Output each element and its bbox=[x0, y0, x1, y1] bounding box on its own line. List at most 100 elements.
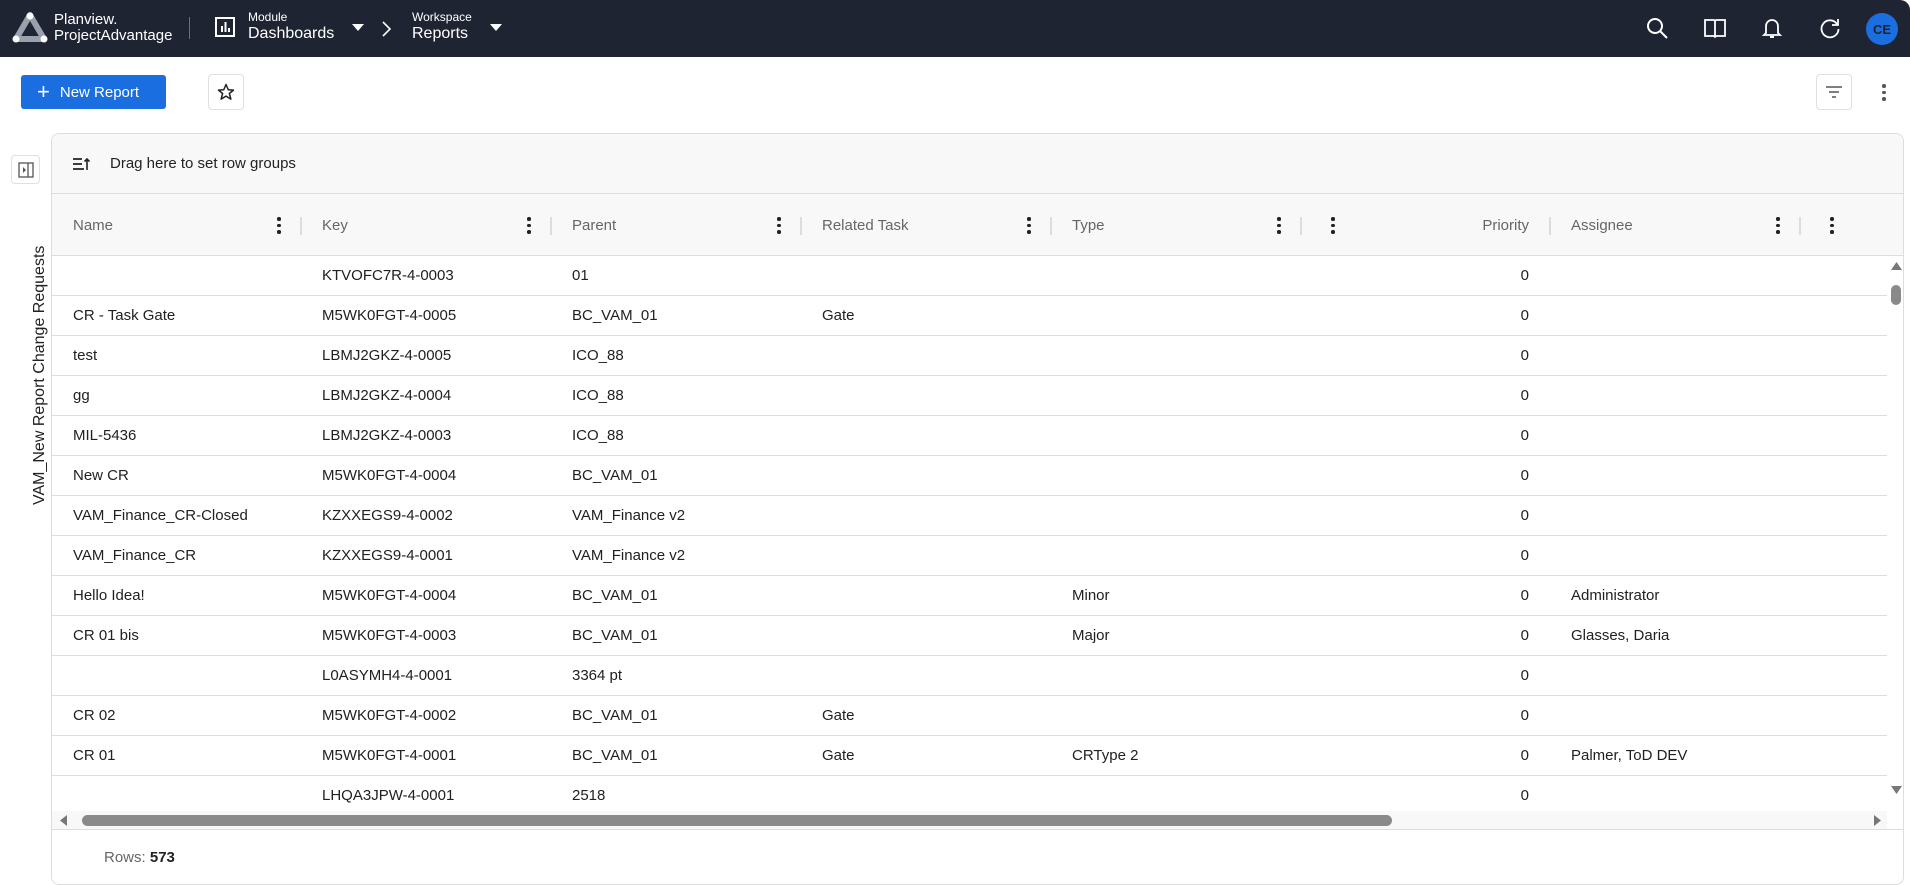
module-selector[interactable]: Module Dashboards bbox=[214, 10, 365, 44]
column-header-key[interactable]: Key bbox=[301, 194, 551, 256]
table-row[interactable]: KTVOFC7R-4-0003 01 0 bbox=[52, 256, 1887, 296]
cell-related-task: Gate bbox=[822, 307, 855, 324]
cell-parent: 01 bbox=[572, 267, 589, 284]
table-row[interactable]: Hello Idea! M5WK0FGT-4-0004 BC_VAM_01 Minor… bbox=[52, 576, 1887, 616]
search-icon bbox=[1647, 18, 1668, 39]
scroll-left-icon bbox=[60, 815, 67, 826]
more-options-button[interactable] bbox=[1879, 84, 1889, 101]
cell-key: LBMJ2GKZ-4-0005 bbox=[322, 347, 452, 364]
scroll-right-icon bbox=[1874, 815, 1881, 826]
brand-line2: ProjectAdvantage bbox=[54, 27, 173, 44]
column-header-label: Key bbox=[322, 216, 348, 234]
cell-priority: 0 bbox=[1520, 627, 1529, 644]
table-row[interactable]: CR 02 M5WK0FGT-4-0002 BC_VAM_01 Gate 0 bbox=[52, 696, 1887, 736]
cell-key: M5WK0FGT-4-0003 bbox=[322, 627, 457, 644]
horizontal-scrollbar[interactable] bbox=[52, 811, 1887, 829]
column-resize-handle[interactable] bbox=[1549, 217, 1551, 235]
cell-key: LBMJ2GKZ-4-0003 bbox=[322, 427, 452, 444]
cell-key: M5WK0FGT-4-0004 bbox=[322, 587, 457, 604]
workspace-selector[interactable]: Workspace Reports bbox=[412, 10, 502, 44]
table-row[interactable]: VAM_Finance_CR-Closed KZXXEGS9-4-0002 VAM_… bbox=[52, 496, 1887, 536]
cell-priority: 0 bbox=[1520, 347, 1529, 364]
cell-priority: 0 bbox=[1520, 467, 1529, 484]
column-menu-button[interactable] bbox=[1024, 217, 1034, 234]
column-resize-handle[interactable] bbox=[1799, 217, 1801, 235]
column-header-priority[interactable]: Priority bbox=[1301, 194, 1550, 256]
column-header-label: Priority bbox=[1482, 216, 1529, 234]
sidebar-toggle-button[interactable] bbox=[11, 155, 40, 184]
cell-parent: 2518 bbox=[572, 787, 606, 804]
dashboard-icon bbox=[215, 17, 235, 37]
column-header-label: Type bbox=[1072, 216, 1105, 234]
column-menu-button[interactable] bbox=[524, 217, 534, 234]
column-header-label: Name bbox=[73, 216, 114, 234]
cell-parent: BC_VAM_01 bbox=[572, 467, 658, 484]
column-header-type[interactable]: Type bbox=[1051, 194, 1301, 256]
column-menu-button[interactable] bbox=[1328, 217, 1338, 234]
vertical-scrollbar[interactable] bbox=[1888, 256, 1903, 812]
cell-name: CR 02 bbox=[73, 707, 116, 724]
favorite-button[interactable] bbox=[208, 74, 244, 110]
column-resize-handle[interactable] bbox=[300, 217, 302, 235]
column-menu-button[interactable] bbox=[774, 217, 784, 234]
search-button[interactable] bbox=[1643, 14, 1671, 42]
table-row[interactable]: test LBMJ2GKZ-4-0005 ICO_88 0 bbox=[52, 336, 1887, 376]
report-grid: Drag here to set row groups Name Key Paren… bbox=[51, 133, 1904, 885]
notifications-button[interactable] bbox=[1758, 14, 1786, 42]
cell-parent: BC_VAM_01 bbox=[572, 707, 658, 724]
column-resize-handle[interactable] bbox=[800, 217, 802, 235]
help-button[interactable] bbox=[1701, 14, 1729, 42]
column-header-assignee[interactable]: Assignee bbox=[1550, 194, 1800, 256]
scroll-down-icon bbox=[1891, 786, 1902, 794]
column-menu-button[interactable] bbox=[1773, 217, 1783, 234]
cell-type: Minor bbox=[1072, 587, 1110, 604]
new-report-button[interactable]: + New Report bbox=[21, 75, 166, 109]
table-row[interactable]: VAM_Finance_CR KZXXEGS9-4-0001 VAM_Finance… bbox=[52, 536, 1887, 576]
rows-count: 573 bbox=[149, 849, 175, 866]
grid-footer: Rows: 573 bbox=[52, 829, 1903, 884]
cell-key: M5WK0FGT-4-0001 bbox=[322, 747, 457, 764]
table-row[interactable]: MIL-5436 LBMJ2GKZ-4-0003 ICO_88 0 bbox=[52, 416, 1887, 456]
rows-label: Rows: bbox=[104, 849, 146, 866]
cell-key: KTVOFC7R-4-0003 bbox=[322, 267, 454, 284]
refresh-icon bbox=[1820, 19, 1840, 39]
column-resize-handle[interactable] bbox=[1300, 217, 1302, 235]
planview-logo[interactable]: Planview. ProjectAdvantage bbox=[12, 12, 172, 44]
refresh-button[interactable] bbox=[1816, 14, 1844, 42]
column-header-related-task[interactable]: Related Task bbox=[801, 194, 1051, 256]
avatar[interactable]: CE bbox=[1866, 13, 1898, 45]
table-row[interactable]: CR 01 bis M5WK0FGT-4-0003 BC_VAM_01 Major 0 G… bbox=[52, 616, 1887, 656]
table-row[interactable]: LHQA3JPW-4-0001 2518 0 bbox=[52, 776, 1887, 812]
table-row[interactable]: New CR M5WK0FGT-4-0004 BC_VAM_01 0 bbox=[52, 456, 1887, 496]
table-row[interactable]: L0ASYMH4-4-0001 3364 pt 0 bbox=[52, 656, 1887, 696]
column-header-unnamed[interactable] bbox=[1800, 194, 1890, 256]
vertical-scrollbar-thumb[interactable] bbox=[1891, 285, 1901, 305]
cell-name: VAM_Finance_CR bbox=[73, 547, 197, 564]
cell-parent: BC_VAM_01 bbox=[572, 747, 658, 764]
column-resize-handle[interactable] bbox=[1050, 217, 1052, 235]
cell-related-task: Gate bbox=[822, 747, 855, 764]
table-row[interactable]: CR - Task Gate M5WK0FGT-4-0005 BC_VAM_01 Ga… bbox=[52, 296, 1887, 336]
row-group-drop-zone[interactable]: Drag here to set row groups bbox=[52, 134, 1903, 194]
table-row[interactable]: CR 01 M5WK0FGT-4-0001 BC_VAM_01 Gate CRType … bbox=[52, 736, 1887, 776]
filter-button[interactable] bbox=[1816, 74, 1852, 110]
workspace-label: Workspace bbox=[412, 10, 472, 24]
column-header-name[interactable]: Name bbox=[52, 194, 301, 256]
cell-parent: VAM_Finance v2 bbox=[572, 547, 686, 564]
column-resize-handle[interactable] bbox=[550, 217, 552, 235]
cell-priority: 0 bbox=[1520, 427, 1529, 444]
column-header-parent[interactable]: Parent bbox=[551, 194, 801, 256]
horizontal-scrollbar-thumb[interactable] bbox=[82, 815, 1392, 826]
cell-priority: 0 bbox=[1520, 667, 1529, 684]
cell-parent: BC_VAM_01 bbox=[572, 307, 658, 324]
caret-down-icon bbox=[352, 23, 365, 31]
cell-priority: 0 bbox=[1520, 267, 1529, 284]
table-row[interactable]: gg LBMJ2GKZ-4-0004 ICO_88 0 bbox=[52, 376, 1887, 416]
column-menu-button[interactable] bbox=[1827, 217, 1837, 234]
column-menu-button[interactable] bbox=[1274, 217, 1284, 234]
cell-name: gg bbox=[73, 387, 90, 404]
cell-parent: BC_VAM_01 bbox=[572, 587, 658, 604]
cell-assignee: Administrator bbox=[1571, 587, 1660, 604]
column-menu-button[interactable] bbox=[274, 217, 284, 234]
cell-type: Major bbox=[1072, 627, 1110, 644]
